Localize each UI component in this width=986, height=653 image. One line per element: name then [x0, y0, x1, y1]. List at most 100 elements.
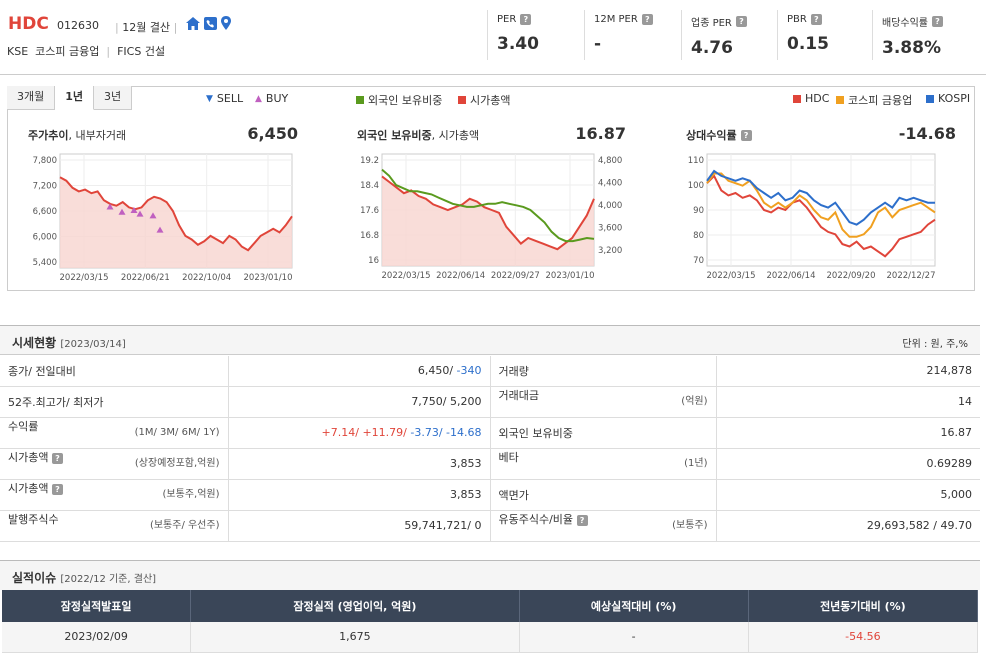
chart-title-text: 주가추이	[28, 129, 69, 142]
row-value-cell: 16.87	[716, 417, 980, 449]
earnings-header	[0, 560, 980, 590]
x-tick-label: 2022/12/27	[887, 271, 936, 281]
row-label-cell: 거래량	[490, 356, 717, 387]
header-icons	[186, 16, 231, 33]
y-tick-label: 19.2	[360, 156, 379, 166]
row-value: 6,450/	[417, 364, 454, 378]
help-icon[interactable]: ?	[51, 483, 63, 495]
market-status-table: 종가/ 전일대비 6,450/ -340 거래량 214,878 52주.최고가/ 최저…	[0, 356, 980, 542]
chart-subtitle: , 시가총액	[431, 129, 480, 142]
row-value-change: -3.73/ -14.68	[406, 426, 482, 439]
metric-value: -	[594, 34, 602, 54]
metric-label: 12M PER	[594, 14, 638, 25]
divider	[872, 10, 873, 60]
chart-panel	[7, 86, 975, 291]
legend-foreign: 외국인 보유비중	[356, 92, 442, 108]
legend-swatch	[836, 96, 844, 104]
chart-value-foreign: 16.87	[575, 124, 626, 143]
table-row: 발행주식수 (보통주/ 우선주) 59,741,721/ 0 유동주식수/비율 ? (보…	[0, 510, 980, 542]
help-icon[interactable]: ?	[735, 16, 747, 27]
sector-name: 코스피 금융업	[35, 45, 100, 58]
tab-3m[interactable]: 3개월	[7, 86, 56, 110]
earnings-table: 잠정실적발표일 잠정실적 (영업이익, 억원) 예상실적대비 (%) 전년동기대…	[2, 590, 979, 653]
section-date: [2023/03/14]	[60, 339, 126, 350]
y-tick-label: 6,000	[33, 233, 57, 243]
row-label: 수익률	[8, 419, 39, 433]
row-sublabel: (1M/ 3M/ 6M/ 1Y)	[134, 426, 220, 438]
col-header: 전년동기대비 (%)	[748, 590, 979, 622]
row-label-cell: 발행주식수 (보통주/ 우선주)	[0, 510, 229, 542]
y2-tick-label: 3,200	[598, 246, 622, 256]
row-sublabel: (1년)	[684, 457, 708, 469]
help-icon[interactable]: ?	[520, 14, 532, 25]
help-icon[interactable]: ?	[932, 16, 943, 27]
help-icon[interactable]: ?	[576, 514, 588, 526]
stock-name: HDC	[8, 14, 49, 34]
phone-icon[interactable]	[204, 16, 217, 33]
kospi-line	[706, 169, 935, 226]
row-label: 베타	[498, 450, 519, 464]
row-value-cell: 6,450/ -340	[228, 356, 491, 387]
tab-3y[interactable]: 3년	[94, 86, 133, 110]
chart-title-relative: 상대수익률?	[686, 127, 752, 143]
help-icon[interactable]: ?	[641, 14, 653, 25]
row-label: 거래대금	[498, 388, 539, 402]
row-label: 시가총액	[8, 450, 49, 464]
x-tick-label: 2022/03/15	[707, 271, 756, 281]
y-tick-label: 5,400	[33, 258, 57, 268]
legend-label: 외국인 보유비중	[368, 94, 443, 107]
row-label: 거래량	[498, 364, 529, 378]
help-icon[interactable]: ?	[810, 14, 822, 25]
metric-label: PBR	[787, 14, 807, 25]
help-icon[interactable]: ?	[51, 452, 63, 464]
y-tick-label: 18.4	[360, 181, 379, 191]
metric-industry-per: 업종 PER? 4.76	[691, 14, 747, 58]
buy-marker	[130, 207, 138, 213]
row-label-cell: 시가총액 ? (보통주,억원)	[0, 479, 229, 511]
section-title: 시세현황	[12, 336, 57, 350]
row-value-cell: 214,878	[716, 356, 980, 387]
metric-value: 4.76	[691, 38, 733, 58]
price-area	[60, 177, 292, 268]
buy-marker	[149, 212, 157, 219]
y2-tick-label: 4,400	[598, 179, 622, 189]
row-value: 7,750/ 5,200	[411, 395, 482, 408]
metric-label: PER	[497, 14, 517, 25]
col-header: 예상실적대비 (%)	[519, 590, 749, 622]
divider	[487, 10, 488, 60]
buy-triangle-icon: ▲	[255, 93, 262, 104]
legend-swatch	[926, 94, 934, 103]
y-tick-label: 7,800	[33, 156, 57, 166]
row-value: 16.87	[940, 426, 973, 439]
col-header: 잠정실적 (영업이익, 억원)	[190, 590, 520, 622]
divider	[584, 10, 585, 60]
fiscal-text: 12월 결산	[122, 21, 171, 34]
row-label-cell: 외국인 보유비중	[490, 417, 717, 449]
row-value: 29,693,582 / 49.70	[866, 519, 972, 532]
row-label-cell: 시가총액 ? (상장예정포함,억원)	[0, 448, 229, 480]
table-row: 시가총액 ? (보통주,억원) 3,853 액면가 5,000	[0, 479, 980, 511]
chart-value-relative: -14.68	[898, 124, 956, 143]
table-row: 종가/ 전일대비 6,450/ -340 거래량 214,878	[0, 356, 980, 387]
help-icon[interactable]: ?	[740, 129, 752, 141]
metric-value: 3.40	[497, 34, 539, 54]
earnings-title: 실적이슈 [2022/12 기준, 결산]	[12, 569, 156, 586]
row-value: 3,853	[450, 457, 482, 470]
row-value: +7.14/ +11.79/	[321, 426, 407, 439]
tab-1y[interactable]: 1년	[55, 86, 95, 110]
hdc-line	[706, 174, 936, 258]
period-tabs: 3개월 1년 3년	[7, 86, 133, 110]
legend-marketcap: 시가총액	[458, 92, 510, 108]
legend-label: BUY	[265, 92, 289, 105]
legend-buy: ▲ BUY	[255, 92, 288, 105]
divider	[777, 10, 778, 60]
y2-tick-label: 4,000	[598, 201, 622, 211]
row-value: 14	[958, 395, 972, 408]
x-tick-label: 2023/01/10	[546, 271, 595, 281]
y-tick-label: 100	[688, 181, 704, 191]
home-icon[interactable]	[186, 16, 200, 33]
location-icon[interactable]	[221, 16, 231, 33]
y-tick-label: 80	[693, 231, 704, 241]
row-value: 3,853	[450, 488, 482, 501]
